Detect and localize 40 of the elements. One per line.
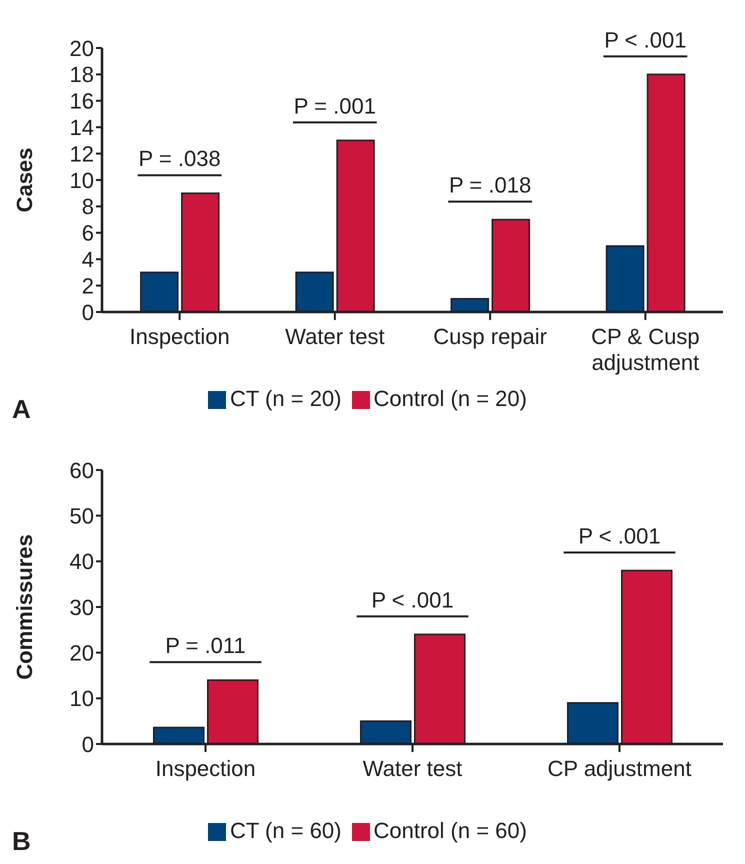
y-tick-label: 30 (70, 594, 94, 620)
annotation: P = .001 (294, 93, 376, 118)
y-tick-label: 8 (82, 194, 94, 220)
y-tick-label: 14 (70, 115, 94, 140)
text: B (12, 826, 31, 856)
y-tick-label: 20 (70, 640, 94, 666)
annotation: P = .011 (165, 633, 246, 658)
y-tick-label: 0 (82, 300, 94, 325)
x-tick-label: CP adjustment (548, 756, 692, 781)
y-tick-label: 6 (82, 220, 94, 246)
y-tick-label: 20 (70, 36, 94, 61)
y-tick-label: 50 (70, 503, 94, 528)
y-tick-label: 2 (82, 273, 94, 298)
y-axis-title: Cases (12, 148, 37, 212)
annotation: P = .018 (449, 172, 532, 198)
legend-label: Control (n = 60) (374, 818, 527, 843)
y-tick-label: 12 (70, 141, 94, 166)
x-tick-label: Water test (285, 324, 385, 349)
x-tick-label: Cusp repair (433, 324, 547, 349)
y-tick-label: 0 (82, 732, 94, 757)
y-tick-label: 18 (70, 62, 94, 88)
annotation: P < .001 (371, 587, 454, 612)
legend-label: CT (n = 60) (230, 818, 342, 843)
x-tick-label: Inspection (129, 324, 230, 349)
y-tick-label: 16 (70, 88, 94, 114)
y-tick-label: 10 (70, 168, 94, 193)
legend-label: CT (n = 20) (230, 386, 342, 411)
annotation: P < .001 (604, 27, 686, 52)
y-tick-label: 60 (70, 458, 94, 483)
y-tick-label: 4 (82, 247, 94, 272)
x-tick-label: Water test (362, 756, 462, 781)
y-tick-label: 40 (70, 549, 94, 574)
annotation: P < .001 (578, 523, 661, 548)
y-tick-label: 10 (70, 686, 94, 712)
y-axis-title: Commissures (12, 534, 37, 680)
legend-label: Control (n = 20) (374, 386, 527, 411)
x-tick-label: CP & Cusp adjustment (591, 324, 700, 375)
text: A (12, 394, 31, 424)
annotation: P = .038 (138, 146, 221, 172)
x-tick-label: Inspection (155, 756, 256, 781)
